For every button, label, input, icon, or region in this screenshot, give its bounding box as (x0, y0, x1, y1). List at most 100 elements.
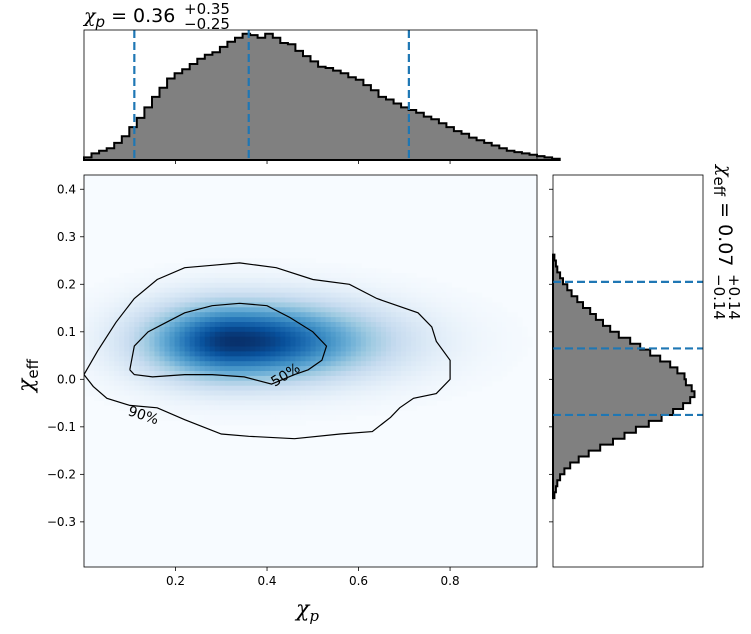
density-cell (335, 361, 342, 367)
density-cell (305, 263, 312, 269)
density-cell (124, 312, 130, 318)
density-cell (119, 287, 125, 294)
density-cell (416, 302, 422, 308)
density-cell (386, 371, 392, 377)
density-cell (290, 307, 296, 313)
density-cell (124, 366, 130, 372)
density-cell (330, 297, 337, 303)
density-cell (466, 322, 473, 328)
density-cell (295, 400, 302, 406)
density-cell (270, 268, 276, 274)
density-cell (441, 317, 447, 323)
density-cell (184, 336, 191, 343)
density-cell (416, 326, 422, 333)
density-cell (235, 312, 241, 318)
density-cell (99, 322, 105, 328)
density-cell (350, 385, 357, 392)
density-cell (365, 282, 372, 289)
density-cell (426, 361, 432, 367)
density-cell (391, 297, 397, 303)
density-cell (396, 297, 402, 303)
density-cell (481, 331, 488, 338)
density-cell (355, 341, 362, 348)
density-cell (330, 263, 337, 269)
density-cell (300, 356, 307, 362)
density-cell (179, 292, 186, 299)
density-cell (275, 268, 281, 274)
density-cell (335, 277, 342, 284)
density-cell (436, 287, 442, 294)
density-cell (391, 385, 397, 392)
density-cell (285, 322, 291, 328)
density-cell (315, 351, 322, 357)
density-cell (416, 371, 422, 377)
density-cell (255, 366, 261, 372)
density-cell (350, 371, 357, 377)
density-cell (229, 297, 236, 303)
density-cell (456, 326, 463, 333)
density-cell (169, 302, 176, 308)
density-cell (446, 336, 453, 343)
density-cell (164, 385, 171, 392)
density-cell (275, 317, 281, 323)
density-cell (134, 341, 140, 348)
density-cell (330, 317, 337, 323)
y-tick-label: 0.1 (57, 325, 76, 339)
density-cell (386, 282, 392, 289)
density-cell (325, 375, 332, 382)
right-title: χeff = 0.07 +0.14 −0.14 (710, 163, 743, 320)
density-cell (250, 371, 256, 377)
density-cell (285, 287, 291, 294)
density-cell (104, 331, 110, 338)
density-cell (224, 322, 231, 328)
density-cell (159, 380, 166, 387)
density-cell (99, 351, 105, 357)
density-cell (119, 322, 125, 328)
density-cell (506, 346, 513, 352)
density-cell (340, 375, 347, 382)
density-cell (491, 361, 498, 367)
density-cell (209, 317, 216, 323)
density-cell (456, 351, 463, 357)
density-cell (174, 415, 181, 421)
density-cell (305, 405, 312, 411)
density-cell (129, 317, 135, 323)
density-cell (446, 297, 453, 303)
density-cell (396, 341, 402, 348)
density-cell (295, 273, 302, 279)
density-cell (229, 292, 236, 299)
density-cell (104, 287, 110, 294)
density-cell (169, 400, 176, 406)
density-cell (320, 405, 327, 411)
density-cell (184, 375, 191, 382)
density-cell (305, 307, 312, 313)
density-cell (310, 258, 317, 264)
density-cell (375, 282, 382, 289)
density-cell (491, 341, 498, 348)
density-cell (255, 410, 261, 416)
density-cell (386, 375, 392, 382)
density-cell (335, 346, 342, 352)
density-cell (380, 287, 387, 294)
density-cell (350, 366, 357, 372)
density-cell (375, 312, 382, 318)
density-cell (456, 317, 463, 323)
density-cell (149, 346, 156, 352)
density-cell (416, 400, 422, 406)
density-cell (315, 405, 322, 411)
density-cell (320, 268, 327, 274)
density-cell (396, 346, 402, 352)
density-cell (391, 322, 397, 328)
density-cell (295, 375, 302, 382)
density-cell (365, 307, 372, 313)
density-cell (229, 312, 236, 318)
density-cell (285, 263, 291, 269)
density-cell (446, 375, 453, 382)
density-cell (189, 302, 196, 308)
density-cell (426, 297, 432, 303)
density-cell (270, 282, 276, 289)
density-cell (250, 341, 256, 348)
density-cell (194, 356, 201, 362)
density-cell (436, 361, 442, 367)
density-cell (300, 277, 307, 284)
